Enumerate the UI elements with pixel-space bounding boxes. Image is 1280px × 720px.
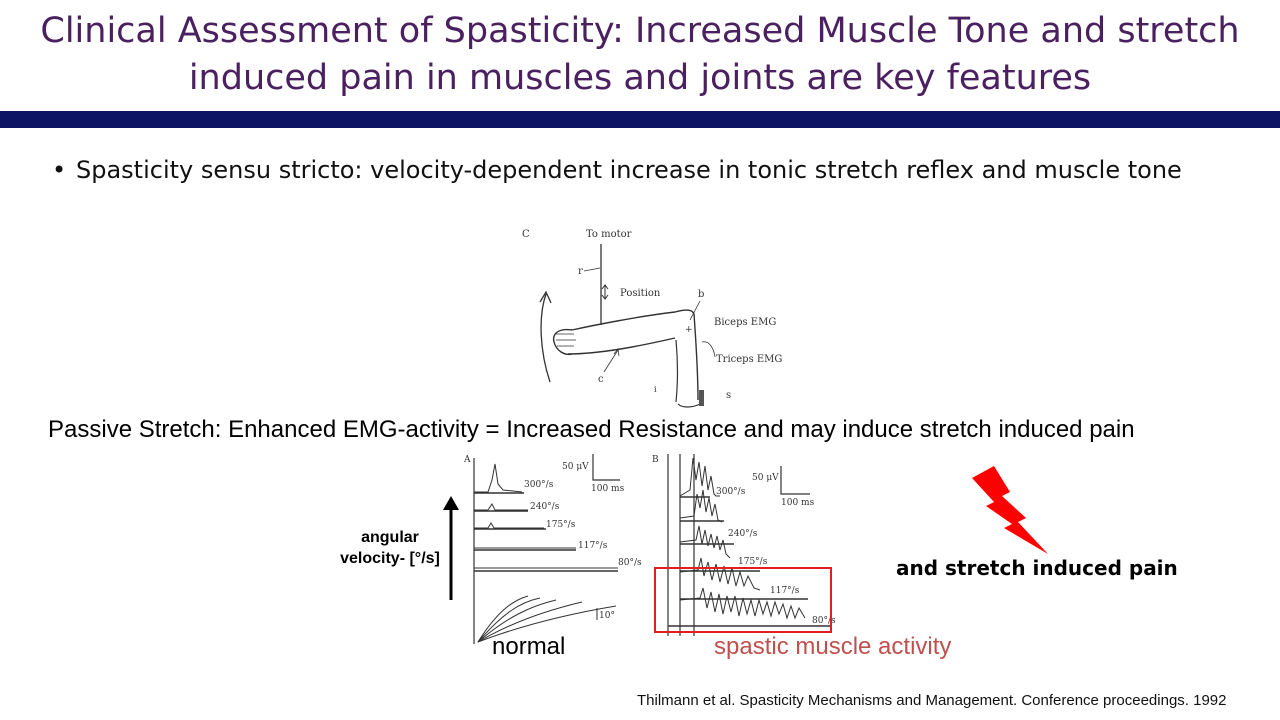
arm-panel-letter: C [522,229,530,240]
spastic-muscle-label: spastic muscle activity [714,633,952,660]
emg-spastic-vel-300: 300°/s [716,487,746,497]
slide-title: Clinical Assessment of Spasticity: Incre… [40,11,1240,98]
lightning-bolt-icon [972,466,1048,554]
passive-stretch-text: Passive Stretch: Enhanced EMG-activity =… [48,416,1135,443]
emg-normal-vel-80: 80°/s [618,558,642,568]
spastic-highlight-box [654,567,832,633]
title-divider-bar [0,111,1280,128]
emg-spastic-vel-117: 117°/s [770,586,800,596]
emg-spastic-vel-175: 175°/s [738,557,768,567]
arrow-up-icon [443,496,459,600]
triceps-emg-label: Triceps EMG [716,354,782,365]
to-motor-label: To motor [586,229,632,240]
emg-spastic-scale-ms: 100 ms [781,498,815,508]
bullet-text: Spasticity sensu stricto: velocity-depen… [76,156,1182,184]
b-letter: b [698,289,704,300]
r-letter: r [578,266,583,277]
emg-normal-vel-117: 117°/s [578,541,608,551]
citation: Thilmann et al. Spasticity Mechanisms an… [637,692,1227,709]
emg-normal-vel-175: 175°/s [546,520,576,530]
stretch-pain-label: and stretch induced pain [896,556,1178,580]
svg-text:+: + [685,325,693,335]
emg-spastic-vel-80: 80°/s [812,616,836,626]
emg-normal-angle-scale: 10° [599,611,615,621]
normal-label: normal [492,633,566,660]
emg-normal-scale-ms: 100 ms [591,484,625,494]
bullet-point: • Spasticity sensu stricto: velocity-depe… [52,154,1272,186]
biceps-emg-label: Biceps EMG [714,317,776,328]
emg-normal-vel-240: 240°/s [530,502,560,512]
position-label: Position [620,288,661,299]
emg-spastic-panel-letter: B [652,455,659,465]
c-letter: c [598,374,604,385]
arm-stretch-figure: C To motor r Position b + Biceps EMG Tri… [522,229,782,408]
emg-normal-vel-300: 300°/s [524,480,554,490]
emg-normal-panel-letter: A [463,455,471,465]
emg-spastic-scale-uv: 50 μV [752,473,779,483]
s-letter: s [726,390,731,401]
emg-spastic-vel-240: 240°/s [728,529,758,539]
svg-text:i: i [654,385,657,394]
emg-normal-figure: A 50 μV 100 ms 300°/s 240°/s 175°/s 117°… [463,454,642,644]
bullet-dot: • [52,156,67,184]
emg-spastic-figure: B 50 μV 100 ms 300°/s 240°/s 175°/s 117°… [652,454,836,636]
emg-normal-scale-uv: 50 μV [562,462,589,472]
angular-velocity-label: angular velocity- [°/s] [340,529,440,567]
